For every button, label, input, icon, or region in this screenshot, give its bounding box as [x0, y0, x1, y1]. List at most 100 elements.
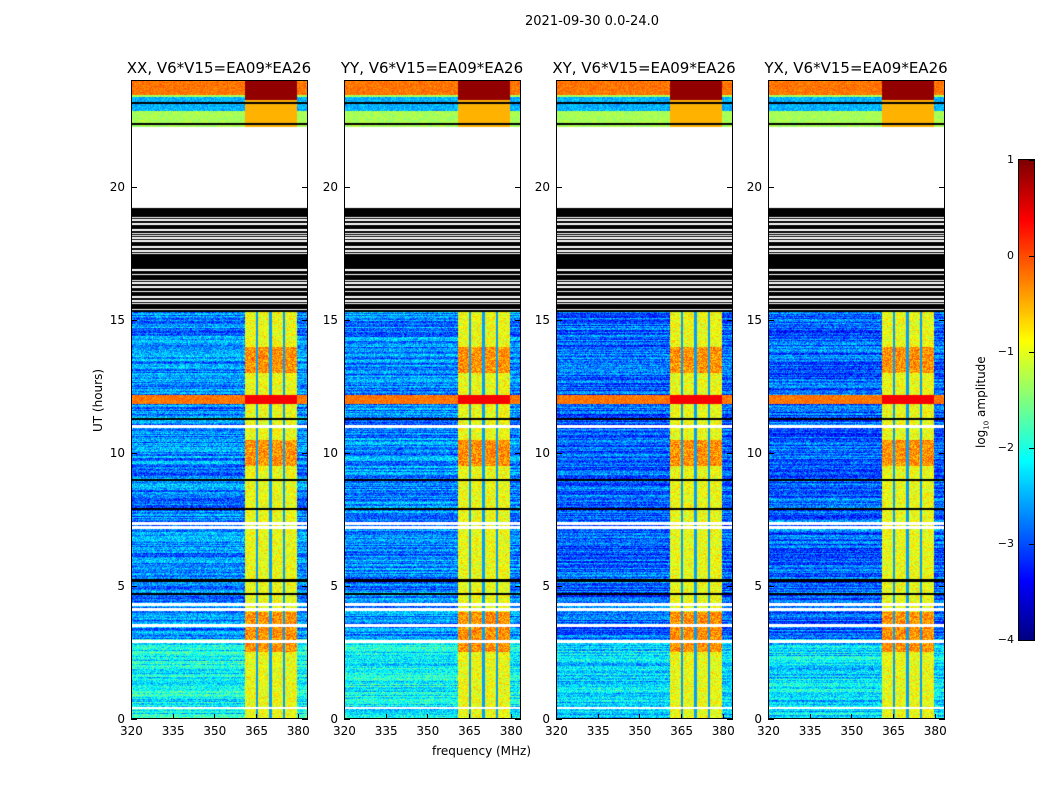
x-tick-label: 365 — [245, 724, 268, 738]
y-tick — [131, 452, 137, 454]
y-tick-label: 20 — [746, 179, 762, 194]
y-tick — [939, 719, 945, 720]
colorbar-tick-label: −1 — [997, 345, 1014, 358]
y-tick-label: 5 — [330, 578, 338, 593]
colorbar-tick-label: 0 — [1007, 249, 1014, 262]
x-axis-label: frequency (MHz) — [432, 744, 532, 758]
y-tick — [515, 585, 521, 587]
x-tick-label: 350 — [840, 724, 864, 738]
y-tick-label: 0 — [330, 712, 338, 726]
x-tick — [427, 714, 429, 719]
y-tick — [939, 186, 945, 188]
y-tick — [727, 452, 733, 454]
x-tick-label: 335 — [161, 724, 185, 738]
colorbar-tick-label: 1 — [1007, 153, 1014, 166]
y-tick-label: 20 — [322, 179, 338, 194]
x-tick-label: 365 — [458, 724, 481, 738]
x-tick — [214, 714, 216, 719]
x-tick-label: 380 — [711, 724, 735, 738]
y-tick — [556, 186, 562, 188]
x-tick — [344, 714, 345, 719]
y-tick-label: 20 — [534, 179, 550, 194]
x-tick-label: 350 — [628, 724, 652, 738]
y-tick-label: 5 — [542, 578, 550, 593]
waterfall-image — [132, 81, 307, 718]
y-tick — [939, 585, 945, 587]
y-tick — [727, 186, 733, 188]
y-tick-label: 0 — [117, 712, 125, 726]
x-tick-label: 320 — [333, 724, 356, 738]
y-tick-label: 15 — [746, 312, 762, 327]
x-tick-label: 335 — [374, 724, 398, 738]
y-tick — [344, 719, 350, 720]
y-tick-label: 10 — [322, 445, 338, 460]
y-tick — [556, 319, 562, 321]
x-tick-label: 335 — [798, 724, 822, 738]
colorbar-tick-label: −2 — [997, 441, 1014, 454]
y-tick — [302, 585, 308, 587]
waterfall-image — [769, 81, 944, 718]
x-tick — [131, 714, 132, 719]
panel-title: XY, V6*V15=EA09*EA26 — [552, 59, 736, 77]
y-tick — [515, 719, 521, 720]
y-tick-label: 15 — [322, 312, 338, 327]
waterfall-panel — [556, 80, 733, 719]
colorbar-label: log10 amplitude — [974, 356, 991, 448]
waterfall-image — [345, 81, 520, 718]
x-tick — [934, 714, 936, 719]
panel-title: XX, V6*V15=EA09*EA26 — [126, 59, 312, 77]
x-tick — [722, 714, 724, 719]
colorbar-tick — [1029, 160, 1034, 161]
x-tick-label: 335 — [586, 724, 610, 738]
figure-title: 2021-09-30 0.0-24.0 — [525, 14, 659, 29]
y-tick — [344, 186, 350, 188]
y-tick — [302, 319, 308, 321]
x-tick-label: 350 — [416, 724, 440, 738]
x-tick-label: 365 — [670, 724, 693, 738]
colorbar-tick — [1029, 352, 1034, 353]
x-tick-label: 320 — [757, 724, 780, 738]
colorbar-tick — [1029, 640, 1034, 641]
y-tick — [556, 719, 562, 720]
y-tick — [515, 186, 521, 188]
y-tick-label: 5 — [754, 578, 762, 593]
x-tick — [851, 714, 853, 719]
colorbar-tick — [1029, 544, 1034, 545]
y-tick-label: 0 — [542, 712, 550, 726]
y-tick-label: 10 — [746, 445, 762, 460]
colorbar — [1018, 159, 1035, 641]
x-tick-label: 320 — [120, 724, 143, 738]
x-tick — [809, 714, 811, 719]
x-tick — [556, 714, 557, 719]
x-tick — [768, 714, 769, 719]
x-tick — [256, 714, 258, 719]
waterfall-panel — [131, 80, 308, 719]
y-tick-label: 10 — [109, 445, 125, 460]
x-tick — [385, 714, 387, 719]
x-tick — [172, 714, 174, 719]
x-tick-label: 380 — [286, 724, 310, 738]
x-tick-label: 380 — [499, 724, 523, 738]
x-tick-label: 320 — [545, 724, 568, 738]
x-tick — [681, 714, 683, 719]
y-tick-label: 10 — [534, 445, 550, 460]
y-tick — [768, 719, 774, 720]
x-tick — [639, 714, 641, 719]
y-axis-label: UT (hours) — [91, 368, 105, 432]
y-tick-label: 15 — [109, 312, 125, 327]
panel-title: YX, V6*V15=EA09*EA26 — [764, 59, 948, 77]
y-tick — [131, 719, 137, 720]
x-tick — [597, 714, 599, 719]
y-tick-label: 5 — [117, 578, 125, 593]
y-tick — [768, 585, 774, 587]
y-tick — [302, 452, 308, 454]
x-tick-label: 350 — [203, 724, 227, 738]
waterfall-panel — [344, 80, 521, 719]
x-tick — [893, 714, 895, 719]
y-tick — [727, 319, 733, 321]
y-tick — [302, 719, 308, 720]
y-tick — [556, 452, 562, 454]
waterfall-panel — [768, 80, 945, 719]
x-tick — [297, 714, 299, 719]
